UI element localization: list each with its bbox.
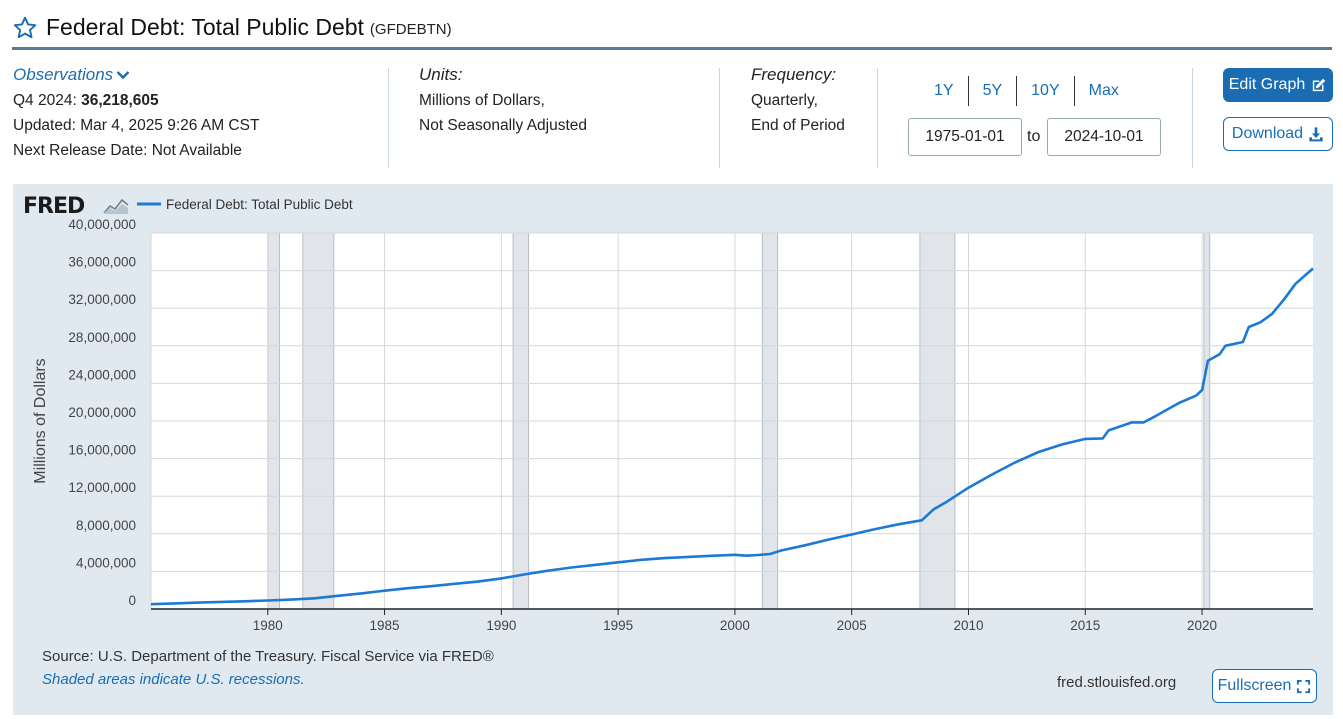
title-bar: Federal Debt: Total Public Debt (GFDEBTN…	[12, 8, 1332, 50]
chart-panel: FRED Federal Debt: Total Public Debt Mil…	[13, 184, 1333, 715]
observations-label: Observations	[13, 65, 114, 84]
y-tick-label: 12,000,000	[68, 480, 136, 495]
x-tick-label: 2015	[1070, 618, 1100, 633]
fullscreen-button[interactable]: Fullscreen	[1212, 669, 1317, 703]
download-label: Download	[1231, 125, 1304, 142]
y-tick-label: 20,000,000	[68, 405, 136, 420]
y-tick-label: 4,000,000	[76, 555, 136, 570]
to-label: to	[1027, 128, 1041, 145]
star-icon[interactable]	[12, 15, 38, 41]
x-tick-label: 1990	[486, 618, 516, 633]
end-date-input[interactable]: 2024-10-01	[1047, 118, 1161, 156]
chart: FRED Federal Debt: Total Public Debt Mil…	[23, 194, 1314, 633]
units-label: Units:	[419, 65, 463, 84]
source-text: Source: U.S. Department of the Treasury.…	[42, 648, 494, 665]
series-line	[150, 267, 1314, 606]
updated-text: Updated: Mar 4, 2025 9:26 AM CST	[13, 117, 260, 134]
recession-note: Shaded areas indicate U.S. recessions.	[42, 671, 305, 688]
y-tick-label: 32,000,000	[68, 292, 136, 307]
download-icon	[1309, 127, 1323, 142]
edit-graph-label: Edit Graph	[1228, 76, 1306, 93]
frequency-label: Frequency:	[751, 65, 837, 84]
divider	[1016, 76, 1018, 106]
units-line2: Not Seasonally Adjusted	[419, 117, 588, 134]
x-tick-label: 2010	[953, 618, 983, 633]
download-button[interactable]: Download	[1223, 117, 1333, 151]
divider	[1192, 68, 1193, 168]
series-id: (GFDEBTN)	[369, 21, 452, 38]
x-tick-label: 1985	[370, 618, 400, 633]
next-release-text: Next Release Date: Not Available	[13, 142, 242, 159]
units-line1: Millions of Dollars,	[419, 92, 545, 109]
frequency-line1: Quarterly,	[751, 92, 818, 109]
divider	[967, 76, 969, 106]
divider	[877, 68, 878, 168]
y-tick-label: 40,000,000	[68, 217, 136, 232]
units-panel: Units: Millions of Dollars, Not Seasonal…	[419, 62, 587, 170]
range-max-button[interactable]: Max	[1088, 82, 1119, 99]
frequency-panel: Frequency: Quarterly, End of Period	[751, 62, 845, 170]
edit-graph-button[interactable]: Edit Graph	[1223, 68, 1333, 102]
observations-toggle[interactable]: Observations	[13, 62, 259, 88]
range-1y-button[interactable]: 1Y	[934, 82, 954, 99]
y-tick-label: 36,000,000	[68, 255, 136, 270]
latest-label: Q4 2024:	[13, 92, 77, 109]
range-10y-button[interactable]: 10Y	[1031, 82, 1060, 99]
x-tick-label: 1995	[603, 618, 633, 633]
latest-observation: Q4 2024: 36,218,605	[13, 88, 259, 113]
legend-label: Federal Debt: Total Public Debt	[166, 197, 353, 212]
latest-value: 36,218,605	[81, 92, 159, 109]
y-tick-label: 28,000,000	[68, 330, 136, 345]
fred-logo: FRED	[23, 194, 129, 219]
frequency-line2: End of Period	[751, 117, 845, 134]
y-tick-label: 8,000,000	[76, 518, 136, 533]
fullscreen-icon	[1297, 679, 1311, 693]
x-tick-label: 1980	[253, 618, 283, 633]
fred-url: fred.stlouisfed.org	[1057, 674, 1177, 691]
y-axis: 0 4,000,000 8,000,000 12,000,000 16,000,000 2…	[68, 217, 136, 608]
range-buttons: 1Y 5Y 10Y Max	[920, 76, 1133, 106]
start-date-input[interactable]: 1975-01-01	[908, 118, 1022, 156]
y-tick-label: 24,000,000	[68, 367, 136, 382]
grid	[150, 232, 1313, 610]
x-tick-label: 2020	[1187, 618, 1217, 633]
divider	[719, 68, 720, 168]
divider	[388, 68, 389, 168]
chevron-down-icon	[116, 71, 130, 80]
fred-logo-text: FRED	[23, 194, 85, 219]
range-5y-button[interactable]: 5Y	[982, 82, 1003, 99]
source-prefix: Source:	[42, 648, 94, 665]
divider	[1073, 76, 1075, 106]
source-value: U.S. Department of the Treasury. Fiscal …	[97, 648, 494, 665]
page-title: Federal Debt: Total Public Debt	[46, 14, 364, 40]
chart-mini-icon	[103, 198, 129, 214]
edit-icon	[1313, 78, 1326, 91]
y-tick-label: 16,000,000	[68, 443, 136, 458]
y-axis-label: Millions of Dollars	[32, 358, 49, 483]
observations-panel: Observations Q4 2024: 36,218,605 Updated…	[13, 62, 259, 170]
y-tick-label: 0	[128, 593, 136, 608]
fullscreen-label: Fullscreen	[1217, 677, 1292, 694]
x-axis: 1980 1985 1990 1995 2000 2005 2010 2015 2020	[253, 609, 1217, 633]
x-tick-label: 2000	[720, 618, 750, 633]
x-tick-label: 2005	[837, 618, 867, 633]
